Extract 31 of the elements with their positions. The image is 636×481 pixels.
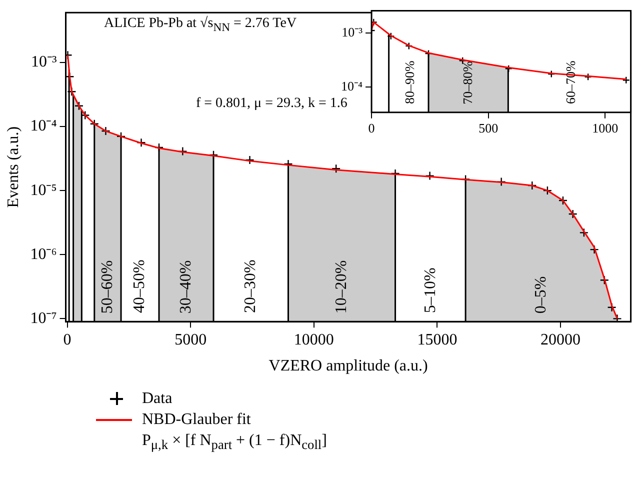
y-tick-label: 10⁻⁴ [30,118,58,135]
band-label: 50–60% [98,260,116,314]
x-tick-label: 20000 [540,331,581,348]
y-tick-label: 10⁻⁷ [30,310,57,327]
x-tick-label: 500 [478,120,498,136]
annotation: 40–50% [131,260,148,313]
y-tick-label: 10⁻⁴ [340,78,363,94]
annotation: 80–90% [402,60,416,104]
y-tick-label: 10⁻⁵ [30,182,57,199]
band-label: 70–80% [460,60,475,104]
annotation: 5–10% [422,268,439,313]
y-axis-title: Events (a.u.) [4,126,22,208]
x-tick-label: 10000 [294,331,334,348]
annotation: f = 0.801, μ = 29.3, k = 1.6 [196,96,348,112]
band-label: 0–5% [532,276,550,314]
x-tick-label: 0 [63,331,72,348]
band-label: 30–40% [177,260,194,314]
annotation: ALICE Pb-Pb at √s$_{NN}$ = 2.76 TeV [104,16,297,34]
x-axis-title: VZERO amplitude (a.u.) [268,358,428,375]
x-tick-label: 5000 [174,331,207,348]
legend-label: NBD-Glauber fit P$_{μ,k}$ × [f N$_{part}$ + (1 − f)N$_{coll}$] [142,410,327,454]
y-tick-label: 10⁻³ [342,24,363,40]
annotation: 60–70% [562,60,578,104]
x-tick-label: 0 [368,120,375,136]
legend-label: Data [142,389,172,409]
y-tick-label: 10⁻³ [30,54,57,71]
y-tick-label: 10⁻⁶ [30,246,57,263]
x-tick-label: 15000 [417,331,458,348]
annotation: 20–30% [242,260,259,313]
x-tick-label: 1000 [592,120,618,136]
band-label: 10–20% [332,260,350,314]
